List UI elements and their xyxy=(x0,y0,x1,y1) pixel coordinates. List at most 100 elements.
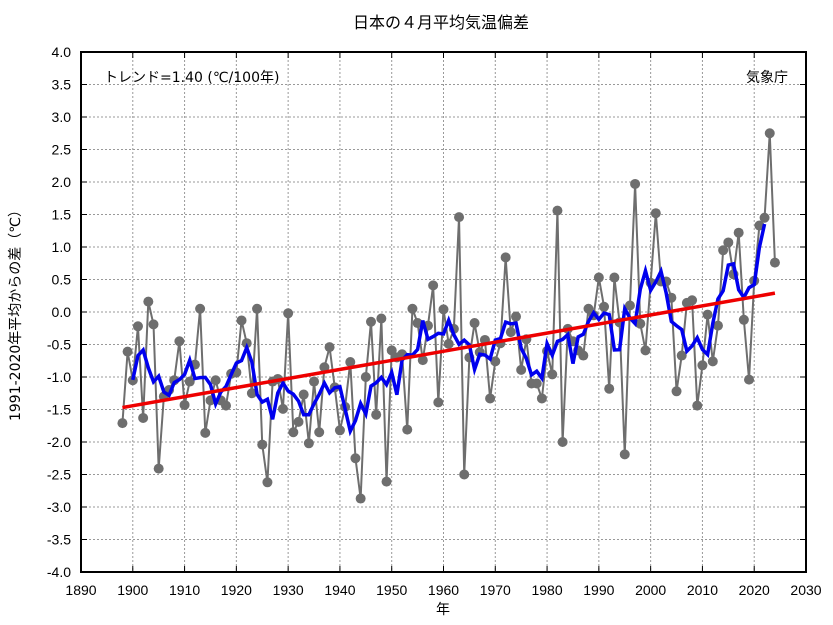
anomaly-point xyxy=(122,346,133,357)
anomaly-point xyxy=(402,424,413,435)
anomaly-point xyxy=(355,493,366,504)
anomaly-point xyxy=(252,303,263,314)
anomaly-point xyxy=(516,364,527,375)
anomaly-point xyxy=(132,321,143,332)
anomaly-point xyxy=(184,376,195,387)
anomaly-point xyxy=(350,453,361,464)
trend-annotation: トレンド=1.40 (℃/100年) xyxy=(104,70,279,86)
x-tick-label: 2020 xyxy=(739,582,770,598)
y-tick-label: 0.5 xyxy=(52,272,72,288)
anomaly-point xyxy=(599,301,610,312)
anomaly-point xyxy=(381,476,392,487)
x-tick-label: 1910 xyxy=(169,582,200,598)
anomaly-point xyxy=(557,437,568,447)
anomaly-point xyxy=(552,205,563,216)
y-tick-label: 1.5 xyxy=(52,207,72,223)
anomaly-point xyxy=(283,308,294,319)
y-tick-label: -4.0 xyxy=(47,564,71,580)
anomaly-point xyxy=(417,355,428,366)
x-tick-label: 1920 xyxy=(221,582,252,598)
anomaly-point xyxy=(200,427,211,438)
y-tick-label: 0.0 xyxy=(52,304,72,320)
anomaly-point xyxy=(697,360,708,371)
anomaly-point xyxy=(127,375,138,386)
anomaly-point xyxy=(630,178,641,189)
anomaly-point xyxy=(712,320,723,331)
anomaly-point xyxy=(687,295,698,306)
x-tick-label: 1980 xyxy=(531,582,562,598)
running-mean-series xyxy=(131,223,767,437)
y-tick-label: 2.5 xyxy=(52,142,72,158)
anomaly-point xyxy=(624,300,635,311)
y-tick-label: 3.5 xyxy=(52,77,72,93)
anomaly-point xyxy=(505,327,516,338)
anomaly-point xyxy=(609,272,620,283)
y-tick-label: -2.0 xyxy=(47,434,71,450)
anomaly-point xyxy=(511,311,521,322)
anomaly-point xyxy=(433,397,444,408)
anomaly-point xyxy=(293,416,304,427)
anomaly-point xyxy=(179,399,190,410)
chart-title: 日本の４月平均気温偏差 xyxy=(353,13,529,32)
y-tick-label: -2.5 xyxy=(47,467,71,483)
x-tick-label: 1890 xyxy=(65,582,96,598)
anomaly-point xyxy=(723,237,734,248)
y-tick-label: -3.5 xyxy=(47,532,71,548)
anomaly-point xyxy=(459,469,470,480)
x-tick-label: 2010 xyxy=(687,582,718,598)
plot-frame xyxy=(80,51,807,573)
anomaly-point xyxy=(334,425,345,436)
anomaly-point xyxy=(536,393,547,404)
anomaly-point xyxy=(153,463,164,474)
y-tick-label: -0.5 xyxy=(47,337,71,353)
anomaly-point xyxy=(443,338,454,349)
anomaly-point xyxy=(288,427,299,438)
anomaly-point xyxy=(277,403,288,414)
anomaly-point xyxy=(578,350,589,361)
anomaly-point xyxy=(319,362,330,373)
anomaly-point xyxy=(303,438,314,449)
anomaly-point xyxy=(593,272,604,283)
anomaly-point xyxy=(692,400,703,411)
anomaly-point xyxy=(210,375,221,386)
y-tick-label: -3.0 xyxy=(47,499,71,515)
y-tick-label: -1.0 xyxy=(47,369,71,385)
anomaly-point xyxy=(707,356,718,367)
x-tick-label: 1990 xyxy=(583,582,614,598)
y-tick-label: 4.0 xyxy=(52,44,72,60)
anomaly-point xyxy=(366,316,376,327)
anomaly-point xyxy=(490,356,501,367)
y-axis-label: 1991-2020年平均からの差（℃） xyxy=(8,203,24,421)
anomaly-point xyxy=(738,314,749,325)
anomaly-point xyxy=(407,303,418,314)
running-mean-line xyxy=(131,223,767,437)
anomaly-point xyxy=(676,350,687,361)
x-tick-label: 1900 xyxy=(117,582,148,598)
anomaly-point xyxy=(469,318,480,329)
anomaly-point xyxy=(671,386,682,397)
trend-series xyxy=(122,291,776,410)
anomaly-point xyxy=(257,439,268,450)
anomaly-point xyxy=(718,245,729,256)
anomaly-point xyxy=(221,400,231,411)
x-tick-label: 2000 xyxy=(635,582,666,598)
anomaly-point xyxy=(148,319,159,330)
anomaly-point xyxy=(117,418,128,429)
anomaly-point xyxy=(604,383,615,394)
y-tick-label: 1.0 xyxy=(52,239,72,255)
anomaly-point xyxy=(428,280,439,291)
source-annotation: 気象庁 xyxy=(746,70,788,86)
anomaly-point xyxy=(454,212,465,223)
x-tick-label: 1940 xyxy=(324,582,355,598)
anomaly-point xyxy=(262,477,273,488)
anomaly-point xyxy=(500,252,511,263)
anomaly-point xyxy=(236,315,247,326)
anomaly-point xyxy=(744,374,755,385)
x-tick-label: 1930 xyxy=(273,582,304,598)
anomaly-point xyxy=(485,393,496,404)
anomaly-point xyxy=(650,208,661,219)
anomaly-series xyxy=(117,128,780,504)
anomaly-point xyxy=(324,342,335,353)
anomaly-point xyxy=(376,313,387,324)
